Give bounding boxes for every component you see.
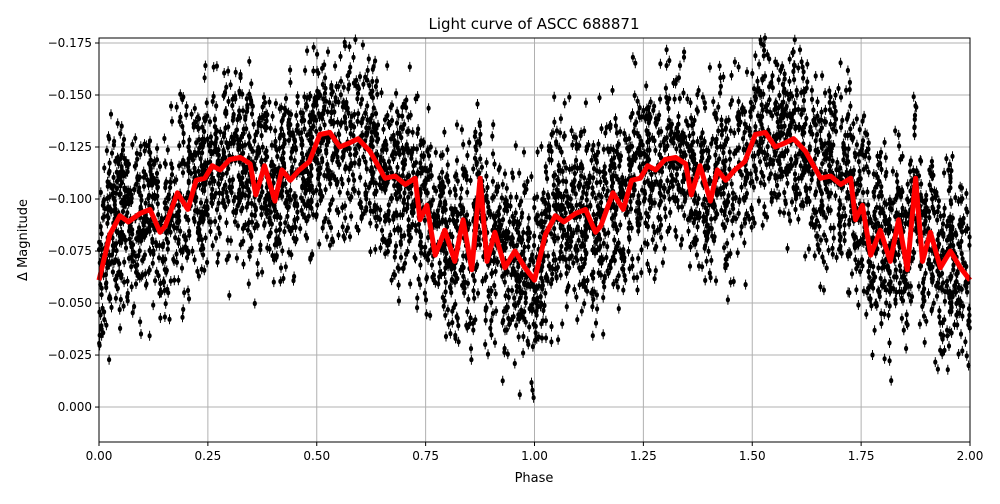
x-tick-label: 0.25: [195, 449, 222, 463]
data-point-markers: [97, 33, 972, 403]
x-tick-label: 2.00: [957, 449, 984, 463]
x-axis-ticks: 0.00 0.25 0.50 0.75 1.00 1.25 1.50 1.75 2.00: [86, 442, 984, 463]
data-points: [97, 33, 972, 403]
chart-title: Light curve of ASCC 688871: [429, 15, 640, 33]
x-tick-label: 0.00: [86, 449, 113, 463]
x-tick-label: 0.50: [303, 449, 330, 463]
y-tick-label: −0.025: [48, 348, 92, 362]
x-tick-label: 0.75: [412, 449, 439, 463]
y-tick-label: −0.175: [48, 36, 92, 50]
x-tick-label: 1.50: [739, 449, 766, 463]
y-tick-label: −0.100: [48, 192, 92, 206]
model-line: [96, 129, 972, 283]
x-tick-label: 1.25: [630, 449, 657, 463]
y-tick-label: −0.125: [48, 140, 92, 154]
x-tick-label: 1.00: [521, 449, 548, 463]
y-tick-label: −0.075: [48, 244, 92, 258]
x-axis-label: Phase: [515, 471, 554, 486]
y-axis-label: Δ Magnitude: [16, 199, 31, 281]
y-axis-ticks: −0.175 −0.150 −0.125 −0.100 −0.075 −0.050 −0.0…: [48, 36, 99, 414]
x-tick-label: 1.75: [848, 449, 875, 463]
y-tick-label: 0.000: [58, 400, 92, 414]
y-tick-label: −0.050: [48, 296, 92, 310]
y-tick-label: −0.150: [48, 88, 92, 102]
